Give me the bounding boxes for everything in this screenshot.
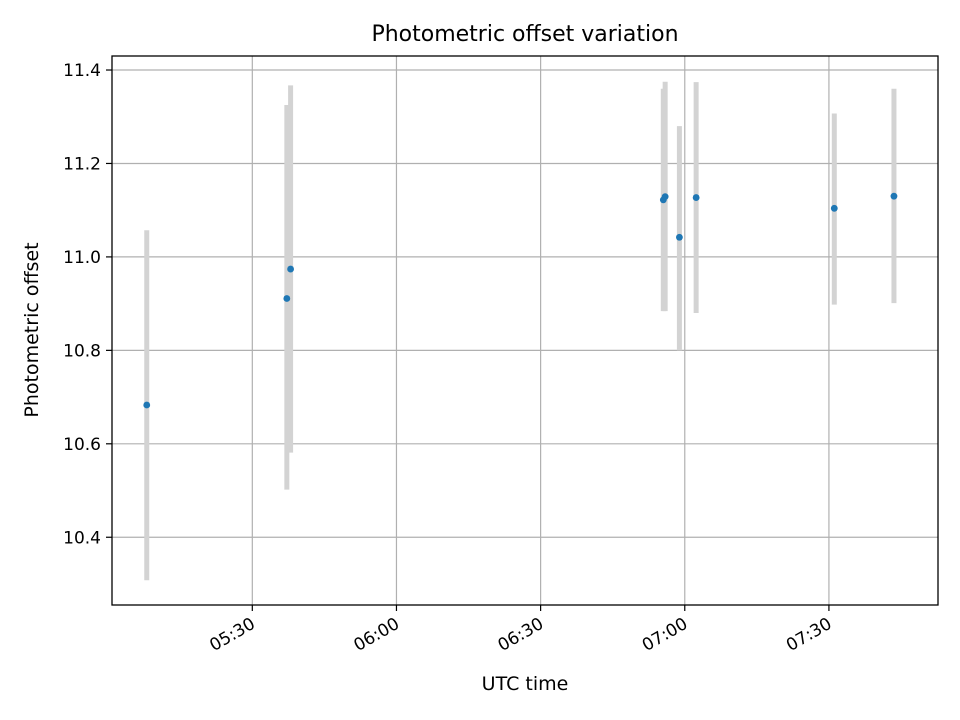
data-point [283,295,291,302]
data-point [830,204,838,212]
error-bars [144,81,897,581]
data-point [661,193,669,201]
plot-frame [111,55,939,606]
data-point [676,233,683,241]
y-tick-label: 11.4 [63,61,101,81]
x-axis-ticks: 05:30 06:00 06:30 07:00 07:30 [206,605,835,656]
x-tick-label: 07:00 [639,614,691,656]
grid [112,56,938,605]
y-tick-label: 10.8 [63,341,101,361]
data-point [692,194,700,201]
data-point [287,265,294,273]
data-point [890,192,898,200]
y-tick-label: 11.2 [63,154,101,174]
x-tick-label: 05:30 [206,614,258,656]
data-points [143,192,898,409]
y-tick-label: 11.0 [63,248,101,268]
y-tick-label: 10.6 [63,435,101,455]
data-point [143,401,151,409]
y-axis-ticks: 10.4 10.6 10.8 11.0 11.2 11.4 [63,61,112,548]
y-tick-label: 10.4 [63,528,101,548]
x-tick-label: 07:30 [783,614,835,656]
x-tick-label: 06:30 [495,614,547,656]
x-tick-label: 06:00 [351,614,403,656]
x-axis-label: UTC time [481,673,569,695]
chart-title: Photometric offset variation [371,22,679,47]
